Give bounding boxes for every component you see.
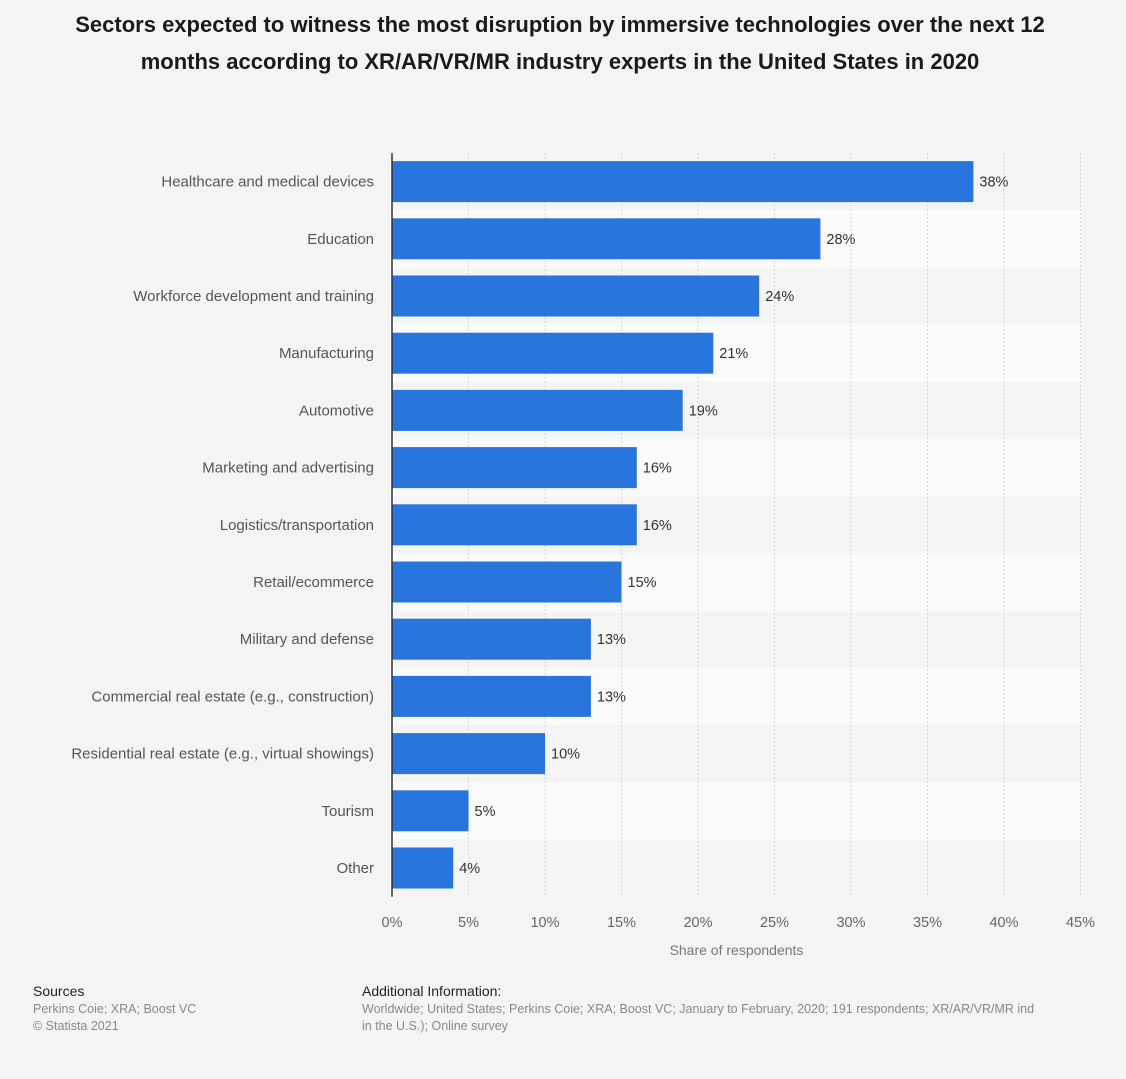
bar[interactable] [392, 218, 821, 260]
x-tick-label: 15% [607, 915, 636, 931]
bar[interactable] [392, 790, 469, 832]
chart-title: Sectors expected to witness the most dis… [75, 12, 1045, 74]
x-tick-label: 35% [913, 915, 942, 931]
sources-heading: Sources [33, 983, 85, 999]
value-label: 21% [719, 346, 748, 362]
x-tick-label: 40% [989, 915, 1018, 931]
bar[interactable] [392, 733, 545, 775]
x-tick-label: 20% [683, 915, 712, 931]
bar[interactable] [392, 389, 683, 431]
value-label: 5% [475, 804, 496, 820]
value-label: 19% [689, 403, 718, 419]
bars [392, 161, 974, 889]
additional-info-text: Worldwide; United States; Perkins Coie; … [362, 1002, 1035, 1016]
x-axis-label: Share of respondents [670, 942, 804, 958]
x-tick-label: 10% [530, 915, 559, 931]
row-band [392, 782, 1081, 840]
x-tick-label: 30% [836, 915, 865, 931]
category-label: Manufacturing [279, 345, 374, 362]
bar[interactable] [392, 504, 637, 546]
category-label: Logistics/transportation [220, 517, 374, 534]
category-label: Workforce development and training [133, 288, 374, 305]
category-label: Commercial real estate (e.g., constructi… [91, 688, 374, 705]
value-label: 28% [826, 232, 855, 248]
additional-info-heading: Additional Information: [362, 983, 502, 999]
bar[interactable] [392, 161, 974, 203]
bar[interactable] [392, 561, 622, 603]
bar[interactable] [392, 675, 591, 717]
x-tick-labels: 0% 5% 10% 15% 20% 25% 30% 35% 40% 45% [382, 915, 1096, 931]
value-label: 13% [597, 632, 626, 648]
category-label: Other [336, 860, 374, 877]
bar[interactable] [392, 447, 637, 489]
value-label: 16% [643, 461, 672, 477]
category-label: Marketing and advertising [202, 460, 374, 477]
sources-text: Perkins Coie; XRA; Boost VC [33, 1002, 197, 1016]
category-label: Healthcare and medical devices [161, 174, 374, 191]
category-label: Automotive [299, 402, 374, 419]
x-tick-label: 45% [1066, 915, 1095, 931]
copyright-text: © Statista 2021 [33, 1019, 119, 1033]
category-label: Residential real estate (e.g., virtual s… [71, 746, 374, 763]
value-labels: 38% 28% 24% 21% 19% 16% 16% 15% 13% 13% 10% 5% 4% [459, 175, 1008, 877]
bar[interactable] [392, 847, 454, 889]
bar[interactable] [392, 275, 760, 317]
value-label: 13% [597, 689, 626, 705]
x-tick-label: 25% [760, 915, 789, 931]
x-tick-label: 0% [382, 915, 403, 931]
value-label: 4% [459, 861, 480, 877]
additional-info-text-2: in the U.S.); Online survey [362, 1019, 508, 1033]
additional-info-block: Additional Information: Worldwide; Unite… [362, 983, 1126, 1035]
x-tick-label: 5% [458, 915, 479, 931]
value-label: 16% [643, 518, 672, 534]
bar[interactable] [392, 618, 591, 660]
value-label: 10% [551, 747, 580, 763]
value-label: 24% [765, 289, 794, 305]
value-label: 38% [979, 175, 1008, 191]
value-label: 15% [628, 575, 657, 591]
category-label: Education [307, 231, 374, 248]
category-label: Retail/ecommerce [253, 574, 374, 591]
category-label: Tourism [321, 803, 374, 820]
category-labels: Healthcare and medical devices Education W… [71, 174, 374, 877]
sources-block: Sources Perkins Coie; XRA; Boost VC © St… [33, 983, 333, 1035]
category-label: Military and defense [240, 631, 374, 648]
bar[interactable] [392, 332, 714, 374]
bar-chart: Healthcare and medical devices Education W… [71, 153, 1096, 958]
